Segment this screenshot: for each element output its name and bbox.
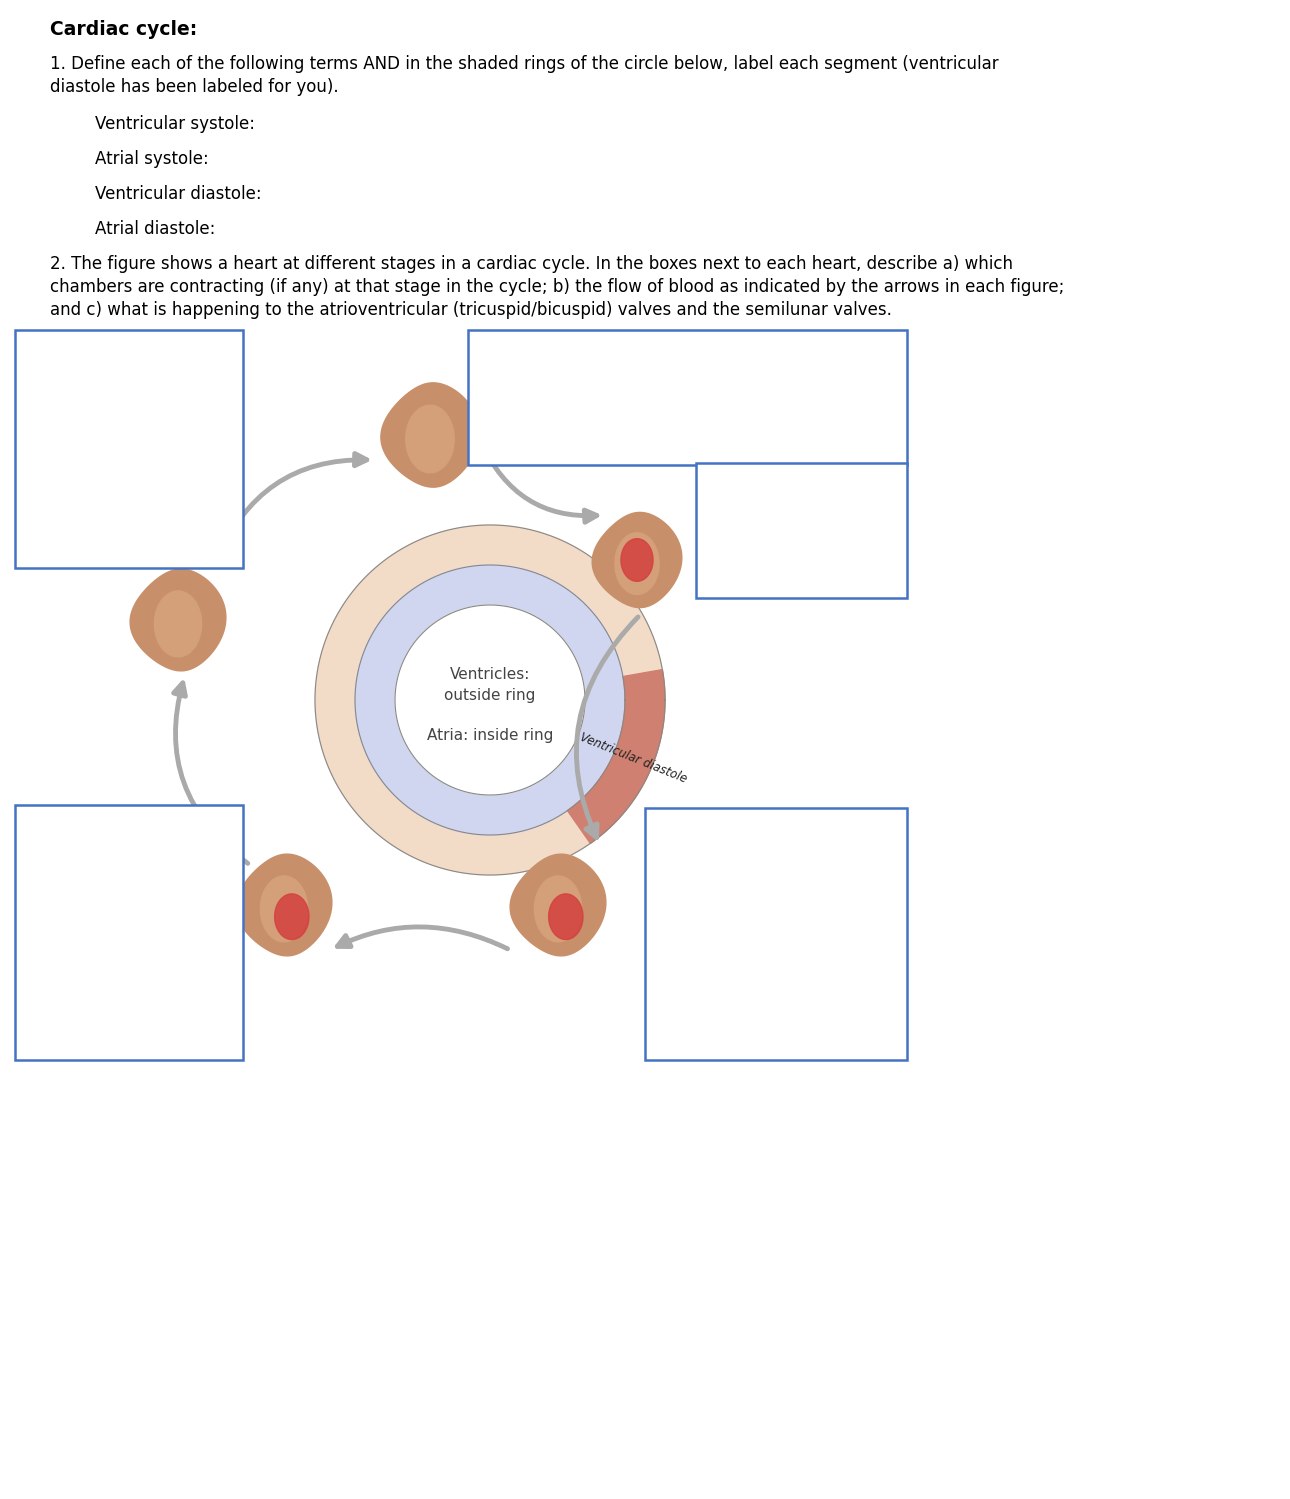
FancyArrowPatch shape <box>215 454 366 562</box>
Polygon shape <box>592 513 682 607</box>
Polygon shape <box>130 570 226 672</box>
FancyArrowPatch shape <box>577 618 639 838</box>
Text: Ventricular diastole:: Ventricular diastole: <box>95 184 262 202</box>
Polygon shape <box>548 893 583 940</box>
Polygon shape <box>615 532 659 595</box>
Text: Ventricular systole:: Ventricular systole: <box>95 115 255 133</box>
Polygon shape <box>236 854 332 956</box>
Bar <box>645 808 907 1060</box>
Bar <box>468 330 907 465</box>
Polygon shape <box>315 525 666 875</box>
Polygon shape <box>355 565 624 835</box>
Text: 1. Define each of the following terms AND in the shaded rings of the circle belo: 1. Define each of the following terms AN… <box>50 55 998 73</box>
Text: Ventricular diastole: Ventricular diastole <box>578 730 689 785</box>
Text: Atrial diastole:: Atrial diastole: <box>95 220 215 238</box>
Polygon shape <box>381 382 479 487</box>
Polygon shape <box>395 606 584 794</box>
Bar <box>15 805 243 1060</box>
Polygon shape <box>275 893 310 940</box>
Text: Cardiac cycle:: Cardiac cycle: <box>50 19 197 39</box>
Text: Ventricles:
outside ring: Ventricles: outside ring <box>444 667 535 703</box>
Polygon shape <box>155 591 201 657</box>
Bar <box>15 330 243 568</box>
Text: and c) what is happening to the atrioventricular (tricuspid/bicuspid) valves and: and c) what is happening to the atrioven… <box>50 301 891 319</box>
Polygon shape <box>568 670 666 844</box>
Polygon shape <box>510 854 606 956</box>
FancyArrowPatch shape <box>481 442 597 522</box>
Polygon shape <box>261 875 307 941</box>
Text: Atria: inside ring: Atria: inside ring <box>427 727 553 742</box>
Polygon shape <box>620 538 653 582</box>
Polygon shape <box>534 875 582 941</box>
Text: diastole has been labeled for you).: diastole has been labeled for you). <box>50 78 338 96</box>
Polygon shape <box>406 405 454 472</box>
Text: Atrial systole:: Atrial systole: <box>95 150 209 168</box>
Text: chambers are contracting (if any) at that stage in the cycle; b) the flow of blo: chambers are contracting (if any) at tha… <box>50 277 1064 295</box>
FancyArrowPatch shape <box>174 684 248 863</box>
Bar <box>697 463 907 598</box>
Text: 2. The figure shows a heart at different stages in a cardiac cycle. In the boxes: 2. The figure shows a heart at different… <box>50 255 1013 273</box>
FancyArrowPatch shape <box>338 926 507 949</box>
